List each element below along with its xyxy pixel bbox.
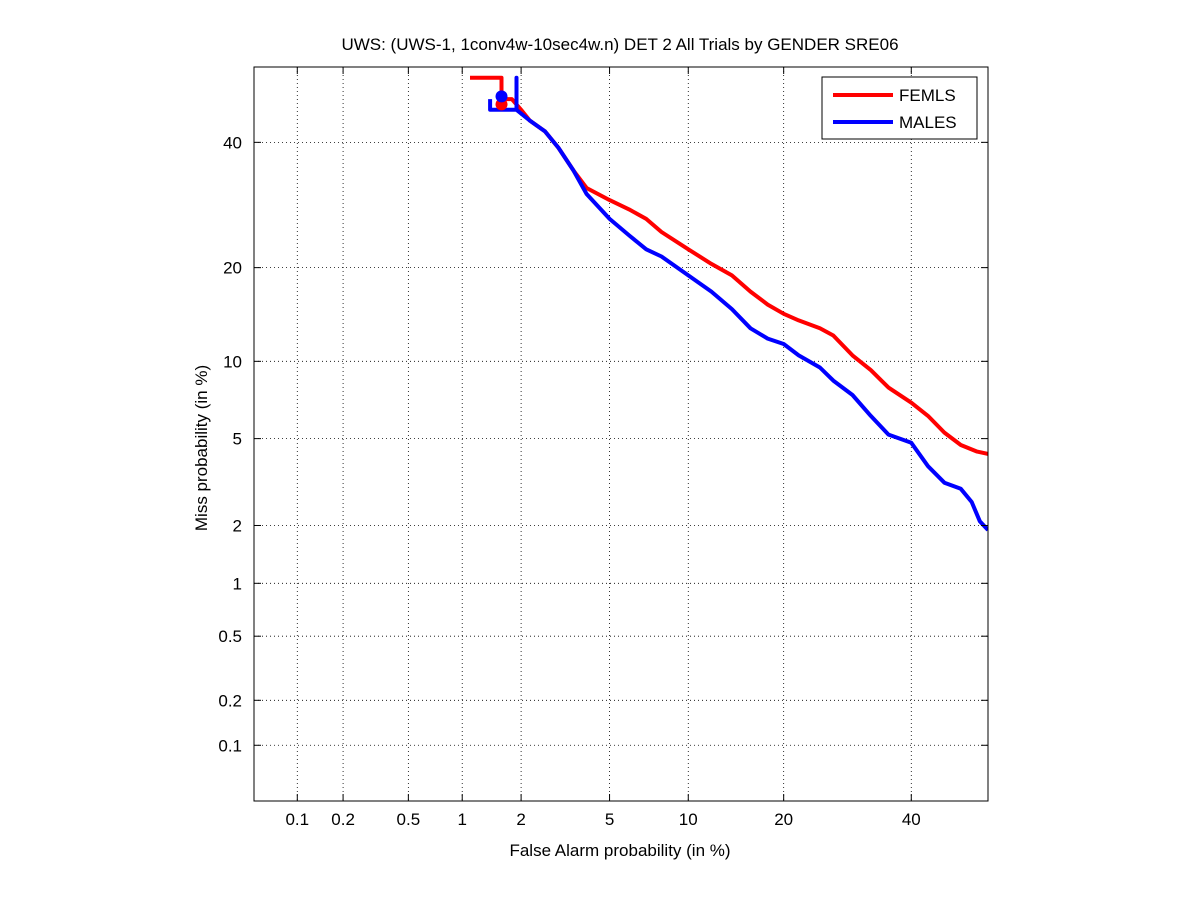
x-tick-label: 10 (679, 810, 698, 829)
legend-label-males: MALES (899, 113, 957, 132)
y-tick-label: 0.2 (218, 691, 242, 710)
x-axis-label: False Alarm probability (in %) (509, 841, 730, 860)
y-tick-label: 40 (223, 133, 242, 152)
y-tick-label: 0.1 (218, 736, 242, 755)
y-axis-label: Miss probability (in %) (192, 365, 211, 531)
y-tick-label: 1 (233, 574, 242, 593)
y-tick-label: 5 (233, 430, 242, 449)
x-tick-label: 1 (457, 810, 466, 829)
legend-box (821, 76, 978, 140)
x-tick-label: 40 (902, 810, 921, 829)
min-dcf-marker-males (495, 90, 508, 103)
plot-frame (253, 66, 989, 802)
y-tick-label: 20 (223, 259, 242, 278)
x-tick-label: 0.2 (331, 810, 355, 829)
y-tick-label: 0.5 (218, 627, 242, 646)
x-tick-label: 5 (605, 810, 614, 829)
x-tick-label: 20 (774, 810, 793, 829)
y-tick-label: 2 (233, 516, 242, 535)
chart-title: UWS: (UWS-1, 1conv4w-10sec4w.n) DET 2 Al… (341, 35, 898, 54)
legend: FEMLS MALES (821, 76, 978, 140)
axis-ticks: 0.1 0.2 0.5 1 2 5 10 20 40 0.1 0.2 0.5 1 2 5 10 20 40 (218, 67, 988, 829)
legend-label-femls: FEMLS (899, 86, 956, 105)
x-tick-label: 2 (516, 810, 525, 829)
x-tick-label: 0.1 (285, 810, 309, 829)
series-line-males (488, 75, 988, 532)
y-tick-label: 10 (223, 352, 242, 371)
series-lines (470, 75, 988, 532)
x-tick-label: 0.5 (397, 810, 421, 829)
